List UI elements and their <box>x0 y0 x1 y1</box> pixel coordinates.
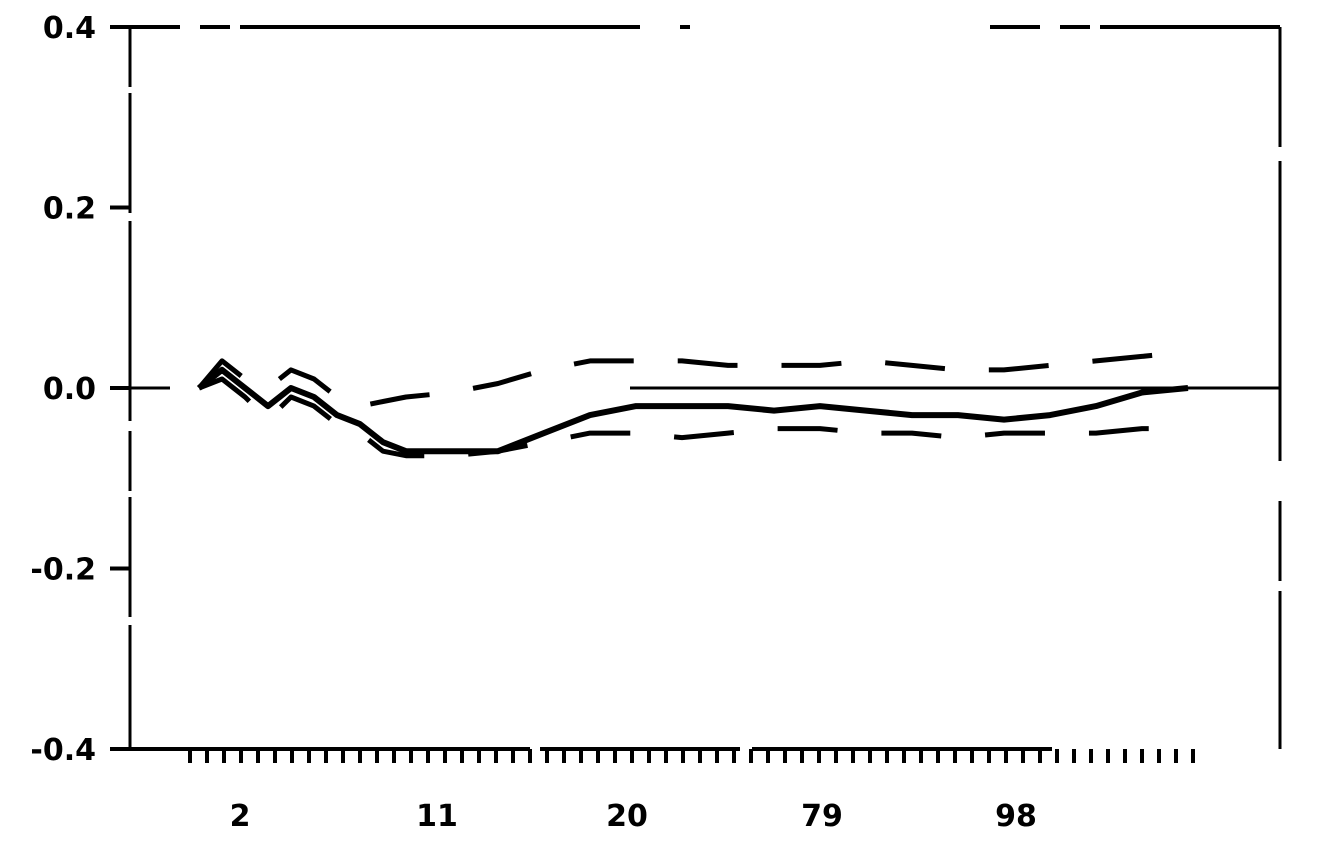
x-tick-label: 11 <box>416 799 458 834</box>
x-tick-label: 79 <box>801 799 843 834</box>
y-tick-label: -0.4 <box>30 733 96 768</box>
x-tick-label: 20 <box>606 799 648 834</box>
x-ticks: 2 11 20 79 98 <box>230 799 1037 834</box>
x-tick-label: 98 <box>995 799 1037 834</box>
y-tick-label: 0.4 <box>43 11 96 46</box>
y-tick-label: 0.0 <box>43 372 96 407</box>
series-line-solid <box>197 366 1189 455</box>
y-tick-label: -0.2 <box>30 553 96 588</box>
y-ticks: 0.4 0.2 0.0 -0.2 -0.4 <box>30 11 130 768</box>
series-line-dashed-1 <box>197 349 1189 409</box>
x-tick-label: 2 <box>230 799 251 834</box>
y-tick-label: 0.2 <box>43 192 96 227</box>
series-line-dashed-2 <box>198 376 1188 459</box>
series-group <box>197 349 1189 459</box>
